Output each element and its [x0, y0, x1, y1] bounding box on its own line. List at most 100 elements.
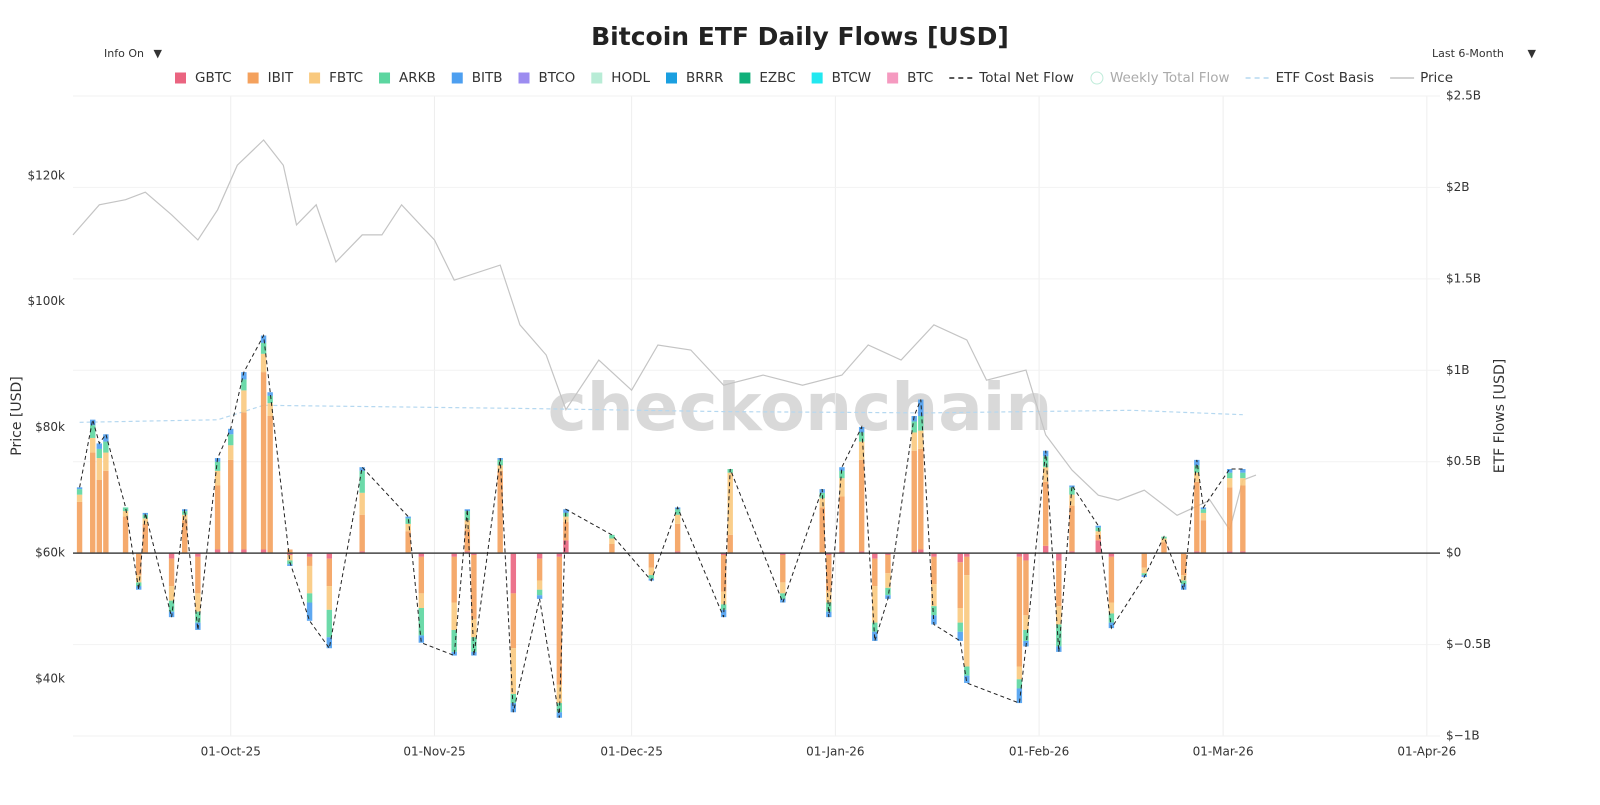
bar-segment	[1108, 613, 1115, 623]
bar-segment	[609, 538, 615, 544]
bar-segment	[1194, 459, 1200, 466]
bar-segment	[957, 553, 963, 563]
bar-segment	[536, 553, 543, 559]
bar-segment	[720, 591, 727, 605]
bar-segment	[260, 342, 267, 354]
bar-segment	[267, 395, 273, 404]
legend-label: BTCW	[832, 70, 872, 86]
bar-segment	[267, 403, 273, 416]
dropdown-arrow: ▼	[153, 46, 162, 60]
bar-segment	[872, 586, 878, 623]
bar-segment	[957, 608, 963, 623]
bar-segment	[931, 615, 937, 625]
legend-label: EZBC	[759, 70, 795, 86]
legend-label: Weekly Total Flow	[1110, 70, 1230, 86]
bar-segment	[1200, 507, 1207, 510]
bar-segment	[96, 443, 102, 449]
legend-label: BITB	[472, 70, 503, 86]
x-tick-label: 01-Nov-25	[403, 745, 465, 759]
bar-segment	[1180, 584, 1187, 590]
legend-swatch	[666, 72, 677, 84]
bar-segment	[182, 514, 188, 521]
bar-segment	[510, 703, 517, 713]
bar-segment	[418, 553, 425, 557]
bar-segment	[1016, 688, 1023, 704]
bar-segment	[727, 472, 733, 535]
bar-segment	[306, 602, 313, 621]
bar-segment	[168, 586, 175, 601]
legend-swatch	[1090, 71, 1104, 85]
bar-segment	[168, 553, 175, 559]
bar-segment	[228, 445, 234, 460]
bar-segment	[76, 487, 83, 490]
bar-segment	[136, 553, 142, 576]
bar-segment	[1180, 575, 1187, 581]
bar-segment	[214, 470, 221, 486]
bar-segment	[136, 575, 142, 583]
bar-segment	[418, 556, 425, 594]
bar-segment	[885, 587, 891, 596]
bar-segment	[228, 459, 234, 552]
bar-segment	[471, 554, 477, 619]
bar-segment	[918, 549, 924, 554]
bar-segment	[326, 637, 333, 649]
bar-segment	[1161, 542, 1167, 554]
bar-segment	[911, 421, 917, 433]
bar-segment	[674, 551, 681, 554]
y2-tick-label: $1B	[1446, 363, 1470, 377]
y2-tick-label: $−0.5B	[1446, 637, 1491, 651]
legend-swatch	[739, 72, 751, 84]
y2-tick-label: $0	[1446, 546, 1461, 560]
series-line	[72, 139, 1257, 532]
info-dropdown[interactable]: Info On ▼	[96, 43, 170, 63]
bar-segment	[359, 470, 365, 493]
bar-segment	[418, 593, 425, 608]
bar-segment	[674, 509, 681, 515]
bar-segment	[1042, 467, 1049, 482]
bar-segment	[168, 600, 175, 612]
bar-segment	[1180, 580, 1187, 585]
x-tick-label: 01-Oct-25	[201, 745, 261, 759]
bar-segment	[228, 551, 234, 554]
bar-segment	[957, 631, 963, 641]
bar-segment	[872, 622, 878, 632]
bar-segment	[1016, 679, 1023, 689]
bar-segment	[1095, 527, 1101, 532]
bar-segment	[287, 554, 293, 561]
bar-segment	[1023, 615, 1029, 630]
bar-segment	[228, 428, 234, 435]
range-label: Last 6-Month	[1432, 46, 1504, 60]
bar-segment	[471, 618, 477, 638]
bar-segment	[260, 335, 267, 343]
y2-axis-label: ETF Flows [USD]	[1492, 359, 1508, 473]
bar-segment	[1023, 560, 1029, 616]
bar-segment	[451, 602, 457, 630]
bar-segment	[96, 480, 102, 554]
legend-label: BTC	[907, 70, 933, 86]
bar-segment	[497, 465, 503, 471]
y-tick-label: $60k	[35, 546, 65, 560]
bar-segment	[536, 580, 543, 590]
bar-segment	[1226, 469, 1233, 473]
chart-title: Bitcoin ETF Daily Flows [USD]	[591, 22, 1009, 51]
range-dropdown[interactable]: Last 6-Month ▼	[1424, 43, 1544, 63]
bar-segment	[90, 437, 96, 453]
bar-segment	[464, 551, 471, 554]
bar-segment	[648, 553, 655, 568]
bar-segment	[964, 553, 970, 557]
y2-tick-label: $0.5B	[1446, 454, 1481, 468]
bar-segment	[964, 556, 970, 576]
bar-segment	[556, 553, 563, 557]
bar-segment	[819, 507, 825, 554]
x-tick-label: 01-Mar-26	[1193, 745, 1254, 759]
bar-segment	[405, 516, 411, 519]
bar-segment	[1194, 472, 1200, 482]
bar-segment	[1095, 531, 1101, 535]
bar-segment	[911, 432, 917, 451]
bar-segment	[287, 549, 293, 554]
bar-segment	[90, 419, 96, 426]
bar-segment	[1194, 481, 1200, 552]
bar-segment	[1069, 551, 1075, 554]
bar-segment	[464, 509, 471, 512]
bar-segment	[241, 549, 247, 554]
